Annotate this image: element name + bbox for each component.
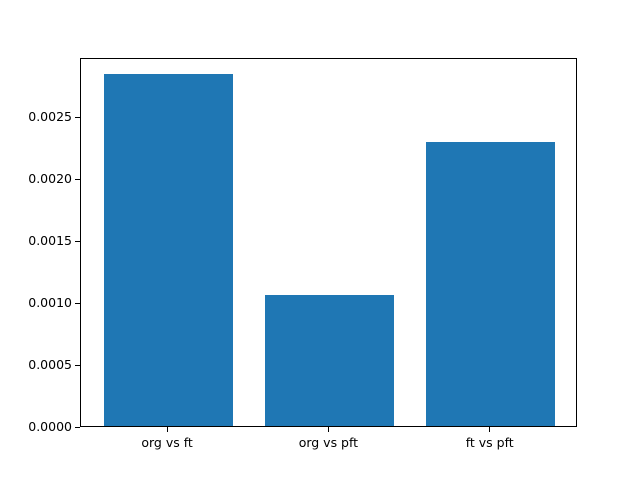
- y-tick-label: 0.0000: [28, 419, 72, 435]
- bar-org-vs-ft: [103, 73, 233, 427]
- bar-org-vs-pft: [264, 294, 394, 427]
- y-tick-label: 0.0015: [28, 233, 72, 249]
- y-tick-label: 0.0005: [28, 357, 72, 373]
- x-tick-label: ft vs pft: [465, 435, 514, 451]
- y-axis-tick: [75, 302, 80, 304]
- y-axis-tick: [75, 240, 80, 242]
- y-tick-label: 0.0020: [28, 171, 72, 187]
- y-tick-label: 0.0025: [28, 109, 72, 125]
- x-axis-tick: [166, 427, 168, 433]
- x-axis-tick: [327, 427, 329, 433]
- y-axis-tick: [75, 116, 80, 118]
- plot-area: [80, 57, 577, 428]
- x-tick-label: org vs ft: [141, 435, 193, 451]
- y-axis-tick: [75, 178, 80, 180]
- y-axis-tick: [75, 426, 80, 428]
- x-tick-label: org vs pft: [298, 435, 359, 451]
- y-axis-tick: [75, 364, 80, 366]
- x-axis-tick: [489, 427, 491, 433]
- bar-ft-vs-pft: [426, 142, 556, 427]
- y-tick-label: 0.0010: [28, 295, 72, 311]
